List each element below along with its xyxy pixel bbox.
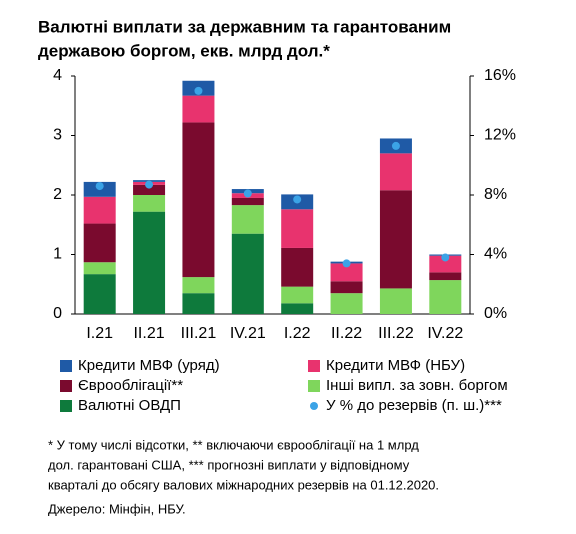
y2-tick-label: 8% xyxy=(484,186,507,203)
legend-swatch xyxy=(308,360,320,372)
x-tick-label: III.21 xyxy=(181,325,217,342)
y2-tick-label: 12% xyxy=(484,127,516,144)
bar-segment xyxy=(231,197,264,206)
bar-segment xyxy=(182,122,215,278)
footnote: кварталі до обсягу валових міжнародних р… xyxy=(48,477,439,492)
y2-tick-label: 16% xyxy=(484,67,516,84)
dot xyxy=(342,259,351,268)
dot xyxy=(243,189,252,198)
legend-label: Єврооблігації** xyxy=(78,377,183,394)
x-tick-label: II.22 xyxy=(331,325,362,342)
bar-segment xyxy=(379,190,412,289)
dot xyxy=(441,253,450,262)
legend-label: Інші випл. за зовн. боргом xyxy=(326,377,508,394)
y2-tick-label: 4% xyxy=(484,246,507,263)
y2-tick-label: 0% xyxy=(484,305,507,322)
bar-segment xyxy=(133,211,166,314)
legend-swatch xyxy=(60,380,72,392)
bar-segment xyxy=(281,303,314,314)
dot xyxy=(194,86,203,95)
bar-segment xyxy=(133,195,166,212)
bar-segment xyxy=(83,262,116,275)
bar-segment xyxy=(182,277,215,294)
legend-marker xyxy=(310,402,318,410)
legend-label: Кредити МВФ (НБУ) xyxy=(326,357,465,374)
x-tick-label: I.22 xyxy=(284,325,311,342)
bar-segment xyxy=(330,263,363,282)
bar-segment xyxy=(379,288,412,314)
y-tick-label: 4 xyxy=(53,67,62,84)
bar-segment xyxy=(281,247,314,287)
bar-segment xyxy=(83,274,116,314)
bar-segment xyxy=(231,233,264,314)
legend-label: Кредити МВФ (уряд) xyxy=(78,357,220,374)
x-tick-label: II.21 xyxy=(133,325,164,342)
bar-segment xyxy=(429,255,462,273)
legend-swatch xyxy=(60,400,72,412)
footnote: * У тому числі відсотки, ** включаючи єв… xyxy=(48,437,419,452)
bar-segment xyxy=(182,95,215,123)
bar-segment xyxy=(83,196,116,224)
bar-segment xyxy=(83,223,116,263)
bar-segment xyxy=(231,205,264,234)
dot xyxy=(95,182,104,191)
chart-title: Валютні виплати за державним та гарантов… xyxy=(38,17,451,36)
bar-segment xyxy=(330,281,363,294)
x-tick-label: I.21 xyxy=(86,325,113,342)
footnote: дол. гарантовані США, *** прогнозні випл… xyxy=(48,457,410,472)
legend-label: У % до резервів (п. ш.)*** xyxy=(326,397,502,414)
y-tick-label: 2 xyxy=(53,186,62,203)
x-tick-label: IV.22 xyxy=(427,325,463,342)
y-tick-label: 1 xyxy=(53,246,62,263)
bar-segment xyxy=(281,209,314,248)
legend-swatch xyxy=(60,360,72,372)
dot xyxy=(145,180,154,189)
bar-segment xyxy=(281,286,314,304)
legend-swatch xyxy=(308,380,320,392)
dot xyxy=(293,195,302,204)
bar-segment xyxy=(429,280,462,314)
source: Джерело: Мінфін, НБУ. xyxy=(48,501,186,516)
bar-segment xyxy=(330,293,363,314)
chart-title: державою боргом, екв. млрд дол.* xyxy=(38,41,330,60)
bar-segment xyxy=(182,293,215,314)
dot xyxy=(391,141,400,150)
x-tick-label: IV.21 xyxy=(230,325,266,342)
bar-segment xyxy=(429,272,462,281)
x-tick-label: III.22 xyxy=(378,325,414,342)
y-tick-label: 0 xyxy=(53,305,62,322)
bar-segment xyxy=(133,184,166,195)
bar-segment xyxy=(379,153,412,191)
y-tick-label: 3 xyxy=(53,127,62,144)
legend-label: Валютні ОВДП xyxy=(78,397,181,414)
